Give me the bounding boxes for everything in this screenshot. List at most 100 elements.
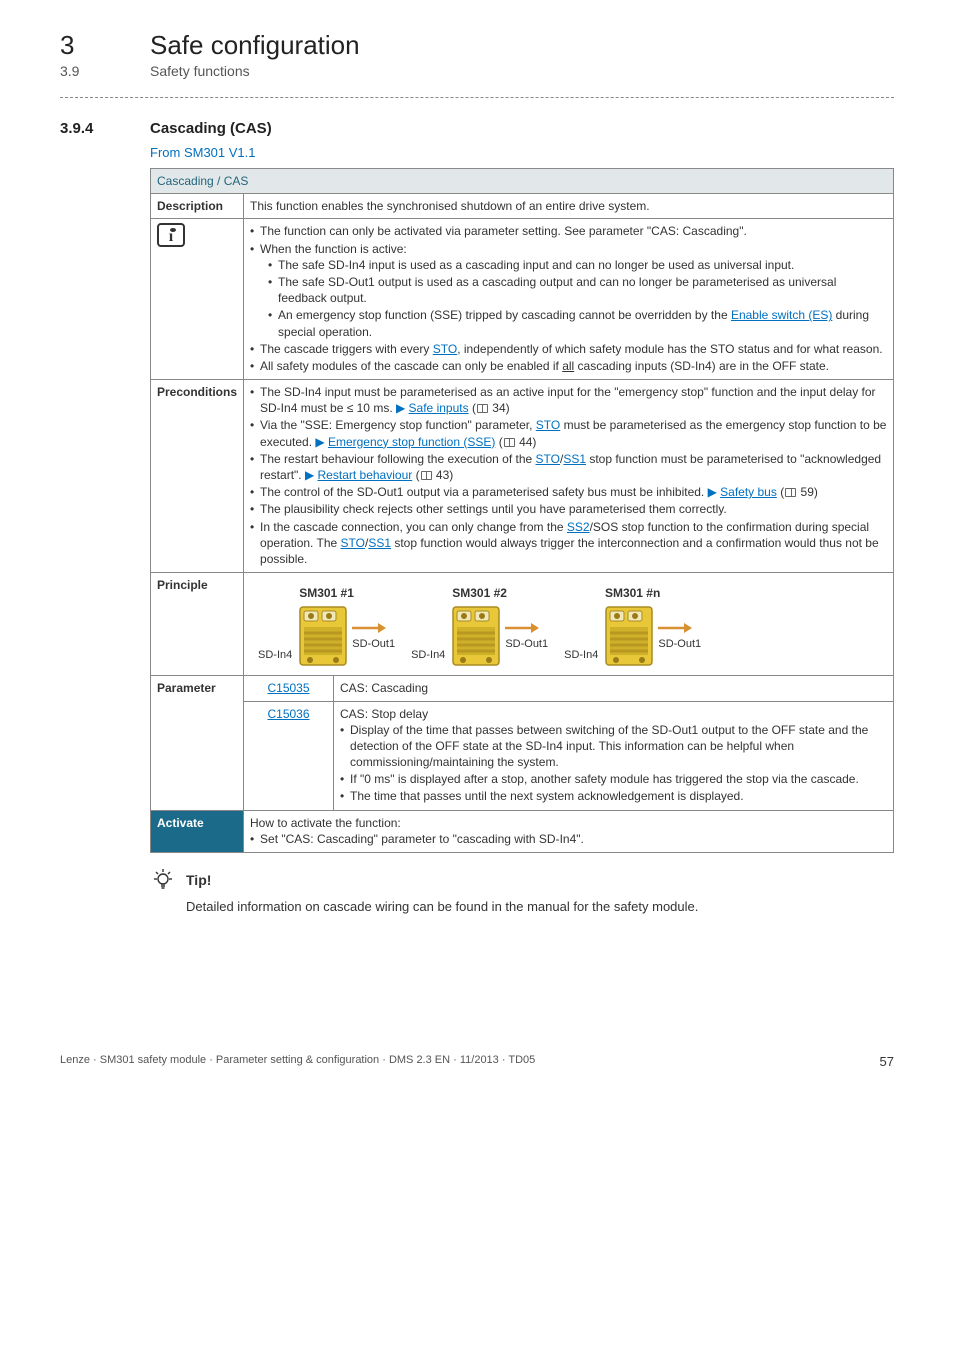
sd-in-label: SD-In4 <box>411 648 445 663</box>
sd-out-wrap: SD-Out1 <box>505 621 548 652</box>
info-icon-cell: ı <box>151 219 244 380</box>
sd-out-wrap: SD-Out1 <box>352 621 395 652</box>
info-text: All safety modules of the cascade can on… <box>260 359 562 373</box>
page-ref: ( 44) <box>499 435 537 449</box>
subsection-title: Cascading (CAS) <box>150 120 272 137</box>
enable-switch-link[interactable]: Enable switch (ES) <box>731 308 832 322</box>
module-row: SD-In4 SD-Out1 <box>411 605 548 667</box>
footer-page-number: 57 <box>880 1054 894 1069</box>
info-bullet: All safety modules of the cascade can on… <box>250 358 887 374</box>
restart-link[interactable]: Restart behaviour <box>318 468 413 482</box>
sto-link[interactable]: STO <box>536 418 560 432</box>
principle-label: Principle <box>151 573 244 676</box>
pc-text: The control of the SD-Out1 output via a … <box>260 485 708 499</box>
table-header-row: Cascading / CAS <box>151 169 894 194</box>
version-note: From SM301 V1.1 <box>150 145 894 160</box>
pc-text: The SD-In4 input must be parameterised a… <box>260 385 876 415</box>
subsection-number: 3.9.4 <box>60 120 110 137</box>
activate-row: Activate How to activate the function: S… <box>151 810 894 852</box>
param-title: CAS: Stop delay <box>340 706 887 722</box>
safety-bus-link[interactable]: Safety bus <box>720 485 777 499</box>
sd-out-label: SD-Out1 <box>352 637 395 652</box>
activate-content: How to activate the function: Set "CAS: … <box>244 810 894 852</box>
module-icon <box>298 605 348 667</box>
precondition-bullet: The SD-In4 input must be parameterised a… <box>250 384 887 416</box>
info-row: ı The function can only be activated via… <box>151 219 894 380</box>
arrow-icon <box>658 621 692 635</box>
sto-link[interactable]: STO <box>536 452 560 466</box>
module-icon <box>604 605 654 667</box>
precondition-bullet: The plausibility check rejects other set… <box>250 501 887 517</box>
footer-left: Lenze · SM301 safety module · Parameter … <box>60 1054 535 1069</box>
preconditions-label: Preconditions <box>151 380 244 573</box>
pc-text: In the cascade connection, you can only … <box>260 520 567 534</box>
precondition-bullet: The control of the SD-Out1 output via a … <box>250 484 887 500</box>
tip-row: Tip! <box>150 867 894 893</box>
module-row: SD-In4 SD-Out1 <box>258 605 395 667</box>
parameter-row-2: C15036 CAS: Stop delay Display of the ti… <box>151 701 894 810</box>
arrow-icon <box>352 621 386 635</box>
arrow-icon <box>505 621 539 635</box>
safety-module: SM301 #2 SD-In4 SD-Out1 <box>411 585 548 667</box>
arrow-icon: ▶ <box>708 485 721 499</box>
sd-out-wrap: SD-Out1 <box>658 621 701 652</box>
principle-diagram-cell: SM301 #1 SD-In4 SD-Out1 SM301 #2 SD-In4 SD-… <box>244 573 894 676</box>
chapter-number: 3 <box>60 30 110 61</box>
module-title: SM301 #2 <box>452 585 507 601</box>
lightbulb-icon <box>150 867 176 893</box>
preconditions-content: The SD-In4 input must be parameterised a… <box>244 380 894 573</box>
section-title: Safety functions <box>150 63 250 79</box>
info-sub-bullet: The safe SD-Out1 output is used as a cas… <box>268 274 887 306</box>
description-label: Description <box>151 194 244 219</box>
info-icon: ı <box>157 223 185 247</box>
sto-link[interactable]: STO <box>341 536 365 550</box>
pc-text: The restart behaviour following the exec… <box>260 452 536 466</box>
activate-line: How to activate the function: <box>250 815 887 831</box>
parameter-code-cell: C15036 <box>244 701 334 810</box>
param-c15035-link[interactable]: C15035 <box>267 681 309 695</box>
book-icon <box>421 471 432 480</box>
page-ref: ( 43) <box>416 468 454 482</box>
page-num: 43 <box>436 468 449 482</box>
page-num: 59 <box>801 485 814 499</box>
safety-module: SM301 #n SD-In4 SD-Out1 <box>564 585 701 667</box>
ss1-link[interactable]: SS1 <box>368 536 391 550</box>
arrow-icon: ▶ <box>396 401 409 415</box>
ss1-link[interactable]: SS1 <box>563 452 586 466</box>
safety-module: SM301 #1 SD-In4 SD-Out1 <box>258 585 395 667</box>
param-bullet: Display of the time that passes between … <box>340 722 887 771</box>
page-header: 3 Safe configuration 3.9 Safety function… <box>60 30 894 79</box>
sto-link[interactable]: STO <box>433 342 457 356</box>
safe-inputs-link[interactable]: Safe inputs <box>409 401 469 415</box>
module-title: SM301 #n <box>605 585 660 601</box>
principle-row: Principle SM301 #1SD-In4 SD-Out1SM301 #2… <box>151 573 894 676</box>
sd-in-label: SD-In4 <box>564 648 598 663</box>
info-underline: all <box>562 359 574 373</box>
arrow-icon: ▶ <box>315 435 328 449</box>
ss2-link[interactable]: SS2 <box>567 520 590 534</box>
info-text: , independently of which safety module h… <box>457 342 882 356</box>
precondition-bullet: The restart behaviour following the exec… <box>250 451 887 483</box>
info-text: When the function is active: <box>260 242 407 256</box>
tip-text: Detailed information on cascade wiring c… <box>186 899 894 914</box>
sse-link[interactable]: Emergency stop function (SSE) <box>328 435 495 449</box>
book-icon <box>785 488 796 497</box>
parameter-desc: CAS: Stop delay Display of the time that… <box>334 701 894 810</box>
info-bullet: When the function is active: The safe SD… <box>250 241 887 340</box>
activate-label: Activate <box>151 810 244 852</box>
parameter-code-cell: C15035 <box>244 676 334 701</box>
preconditions-row: Preconditions The SD-In4 input must be p… <box>151 380 894 573</box>
cascading-table: Cascading / CAS Description This functio… <box>150 168 894 853</box>
page-num: 34 <box>492 401 505 415</box>
info-text: The cascade triggers with every <box>260 342 433 356</box>
param-c15036-link[interactable]: C15036 <box>267 707 309 721</box>
divider <box>60 97 894 98</box>
module-row: SD-In4 SD-Out1 <box>564 605 701 667</box>
chapter-title: Safe configuration <box>150 30 360 61</box>
precondition-bullet: In the cascade connection, you can only … <box>250 519 887 568</box>
page-ref: ( 59) <box>780 485 818 499</box>
book-icon <box>477 404 488 413</box>
pc-text: Via the "SSE: Emergency stop function" p… <box>260 418 536 432</box>
module-title: SM301 #1 <box>299 585 354 601</box>
sd-out-label: SD-Out1 <box>658 637 701 652</box>
